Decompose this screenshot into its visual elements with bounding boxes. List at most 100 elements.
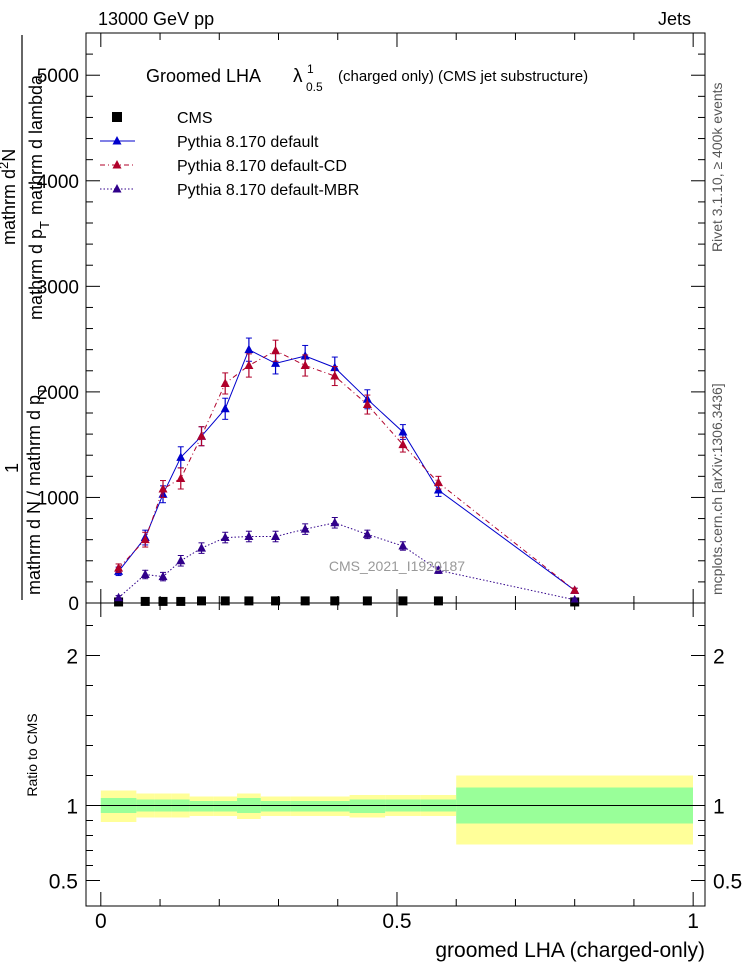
x-tick-label: 0.5 (382, 910, 411, 933)
watermark: CMS_2021_I1920187 (329, 558, 465, 574)
legend-label: Pythia 8.170 default-CD (177, 158, 347, 175)
cms-data-point (176, 596, 186, 606)
ratio-band-inner (260, 801, 291, 812)
data-point-mbr (271, 531, 281, 540)
legend-item: Pythia 8.170 default (100, 134, 319, 151)
data-point-mbr (330, 517, 340, 527)
ratio-band-inner (189, 801, 214, 812)
data-point-mbr (176, 555, 186, 565)
data-point-cd (362, 399, 372, 409)
data-point-default (220, 403, 230, 413)
data-point-cd (244, 360, 254, 369)
ratio-ylabel: Ratio to CMS (24, 713, 40, 796)
data-point-default (176, 452, 186, 461)
cms-data-point (158, 596, 168, 606)
data-point-cd (197, 431, 207, 440)
data-point-cd (220, 378, 230, 387)
data-point-mbr (300, 524, 310, 533)
data-point-cd (570, 585, 580, 594)
series-cd (114, 339, 580, 594)
legend-item: CMS (112, 110, 213, 127)
data-point-mbr (197, 543, 207, 552)
cms-data-point (271, 596, 281, 606)
data-point-default (271, 358, 281, 367)
data-point-mbr (158, 571, 168, 581)
ratio-bands (100, 775, 693, 845)
cms-data-point (398, 596, 408, 606)
cms-data-point (330, 596, 340, 606)
y-label-denominator: mathrm d N / mathrm d pT (24, 387, 50, 595)
ratio-tick-label-right: 2 (713, 646, 725, 669)
data-point-mbr (433, 565, 443, 574)
data-point-cd (114, 563, 124, 572)
mcplots-label: mcplots.cern.ch [arXiv:1306.3436] (709, 383, 725, 595)
ratio-axis-ticks: 0.5 0.5 1 1 2 2 0 0.5 1 (49, 603, 742, 933)
ratio-band-inner (319, 801, 350, 812)
cms-data-point (362, 596, 372, 606)
x-axis-label: groomed LHA (charged-only) (435, 939, 705, 962)
rivet-label: Rivet 3.1.10, ≥ 400k events (709, 82, 725, 252)
ratio-tick-label-right: 1 (713, 796, 725, 819)
y-tick-label: 3000 (37, 277, 79, 298)
data-point-mbr (362, 529, 372, 538)
y-label-one: 1 (2, 463, 22, 473)
legend-item: Pythia 8.170 default-CD (100, 158, 347, 175)
ratio-band-inner (349, 799, 386, 813)
y-label-numerator-2: mathrm d pTmathrm d lambda (26, 74, 52, 320)
legend-marker-triangle (112, 184, 122, 193)
y-tick-label: 1000 (37, 488, 79, 509)
series-cms (114, 596, 580, 607)
legend-label: Pythia 8.170 default (177, 134, 319, 151)
data-point-cd (330, 371, 340, 380)
title-suffix: (charged only) (CMS jet substructure) (338, 68, 588, 85)
data-point-mbr (220, 532, 230, 542)
title-prefix: Groomed LHA (146, 66, 261, 86)
cms-data-point (140, 596, 150, 606)
y-tick-label: 0 (68, 594, 79, 615)
cms-data-point (197, 596, 207, 606)
legend-label: Pythia 8.170 default-MBR (177, 182, 359, 199)
ratio-tick-label-left: 0.5 (49, 871, 78, 894)
y-label-numerator: mathrm d2N (0, 149, 19, 245)
legend-marker-triangle (112, 160, 122, 169)
title-lambda: λ (293, 66, 303, 87)
series-mbr (114, 517, 580, 604)
y-tick-label: 2000 (37, 383, 79, 404)
series-default (114, 337, 580, 594)
data-point-cd (140, 534, 150, 544)
main-series (114, 337, 580, 607)
ratio-tick-label-left: 1 (66, 796, 78, 819)
cms-data-point (433, 596, 443, 606)
data-point-cd (398, 439, 408, 449)
header-left: 13000 GeV pp (98, 9, 214, 29)
cms-data-point (300, 596, 310, 606)
data-point-default (244, 344, 254, 354)
data-point-cd (158, 484, 168, 493)
main-axis-ticks: 0 1000 2000 3000 4000 5000 (37, 33, 705, 615)
legend: CMS Pythia 8.170 default Pythia 8.170 defa… (100, 110, 359, 199)
data-point-cd (176, 473, 186, 482)
series-line-cd (118, 350, 576, 591)
cms-data-point (114, 597, 124, 607)
legend-label: CMS (177, 110, 213, 127)
series-line-mbr (118, 522, 575, 601)
cms-data-point (220, 596, 230, 606)
y-tick-label: 4000 (37, 172, 79, 193)
ratio-band-inner (290, 801, 320, 812)
y-tick-label: 5000 (37, 66, 79, 87)
title-sub: 0.5 (306, 80, 323, 94)
legend-marker-triangle (112, 136, 122, 145)
data-point-mbr (570, 594, 580, 604)
ratio-band-inner (213, 801, 238, 812)
ratio-tick-label-right: 0.5 (713, 871, 742, 894)
main-title: Groomed LHA λ 1 0.5 (charged only) (CMS … (146, 62, 588, 94)
legend-marker-square (112, 112, 122, 122)
data-point-cd (271, 345, 281, 355)
data-point-mbr (140, 569, 150, 578)
cms-data-point (244, 596, 254, 606)
data-point-mbr (398, 541, 408, 550)
ratio-plot: 0.5 0.5 1 1 2 2 0 0.5 1 Ratio to CMS (24, 602, 742, 933)
x-tick-label: 1 (687, 910, 699, 933)
